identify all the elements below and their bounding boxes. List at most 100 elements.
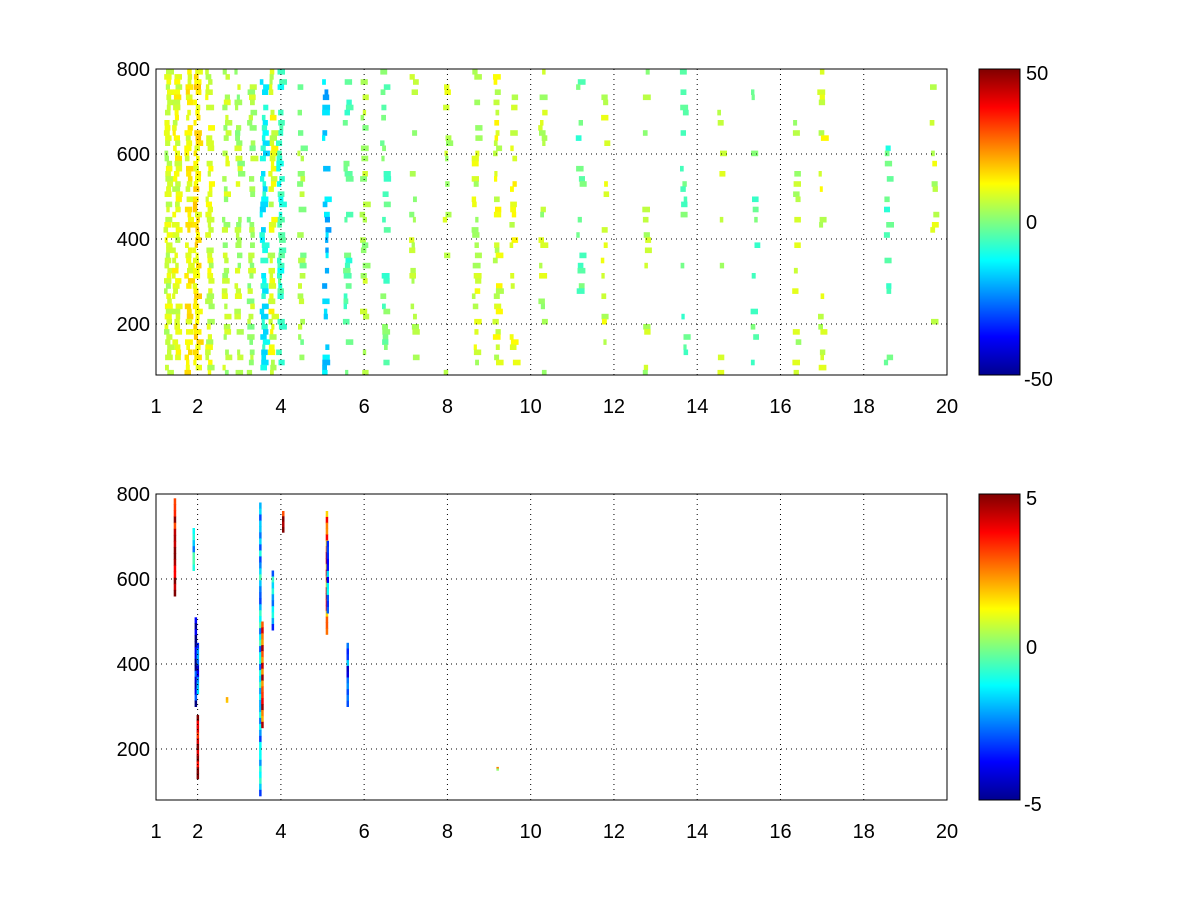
heatmap-cell xyxy=(259,508,262,515)
heatmap-cell xyxy=(323,313,328,320)
heatmap-cell xyxy=(346,642,349,650)
heatmap-cell xyxy=(186,181,193,187)
heatmap-cell xyxy=(383,359,390,366)
heatmap-cell xyxy=(188,349,193,356)
heatmap-cell xyxy=(471,155,479,162)
heatmap-cell xyxy=(247,318,251,325)
heatmap-cell xyxy=(262,186,268,192)
heatmap-cell xyxy=(187,227,191,233)
heatmap-cell xyxy=(167,181,174,187)
heatmap-cell xyxy=(173,565,177,573)
heatmap-cell xyxy=(167,89,175,95)
heatmap-cell xyxy=(509,334,514,340)
heatmap-cell xyxy=(166,318,172,325)
heatmap-cell xyxy=(185,318,193,325)
heatmap-cell xyxy=(409,171,416,177)
heatmap-cell xyxy=(601,227,608,233)
heatmap-cell xyxy=(249,84,257,90)
heatmap-cell xyxy=(222,364,226,371)
heatmap-cell xyxy=(604,181,608,187)
heatmap-cell xyxy=(325,616,329,623)
heatmap-cell xyxy=(282,511,285,517)
heatmap-cell xyxy=(271,313,279,320)
heatmap-cell xyxy=(360,145,369,152)
heatmap-cell xyxy=(604,140,611,146)
heatmap-cell xyxy=(886,288,892,294)
heatmap-cell xyxy=(494,354,500,361)
heatmap-cell xyxy=(279,237,286,243)
heatmap-cell xyxy=(642,94,651,101)
heatmap-cell xyxy=(601,114,609,121)
heatmap-cell xyxy=(511,211,517,218)
heatmap-cell xyxy=(325,237,329,243)
heatmap-cell xyxy=(206,135,213,141)
heatmap-cell xyxy=(268,186,274,192)
heatmap-cell xyxy=(381,155,385,162)
heatmap-cell xyxy=(578,283,585,289)
y-tick-label: 200 xyxy=(117,739,150,761)
heatmap-cell xyxy=(270,165,277,172)
heatmap-cell xyxy=(164,222,172,228)
x-tick-label: 2 xyxy=(192,396,203,418)
heatmap-cell xyxy=(471,293,476,299)
heatmap-cell xyxy=(510,145,514,152)
heatmap-cell xyxy=(235,155,243,162)
heatmap-column xyxy=(192,69,204,371)
heatmap-cell xyxy=(322,354,330,361)
heatmap-cell xyxy=(196,715,200,722)
heatmap-cell xyxy=(234,293,242,299)
heatmap-cell xyxy=(207,318,215,325)
heatmap-cell xyxy=(184,145,192,152)
heatmap-cell xyxy=(472,303,479,310)
heatmap-cell xyxy=(196,642,200,649)
heatmap-cell xyxy=(186,165,194,172)
heatmap-cell xyxy=(363,201,371,208)
heatmap-cell xyxy=(322,364,327,371)
heatmap-cell xyxy=(603,242,608,248)
heatmap-cell xyxy=(206,293,215,299)
heatmap-cell xyxy=(196,755,200,762)
heatmap-cell xyxy=(166,104,171,111)
heatmap-cell xyxy=(538,125,543,131)
heatmap-cell xyxy=(207,222,212,228)
heatmap-cell xyxy=(579,252,587,259)
heatmap-cell xyxy=(346,677,349,684)
heatmap-cell xyxy=(247,288,253,294)
heatmap-cell xyxy=(167,298,172,305)
heatmap-cell xyxy=(164,262,170,269)
heatmap-cell xyxy=(271,576,275,583)
heatmap-cell xyxy=(276,165,281,172)
heatmap-cell xyxy=(471,160,479,167)
heatmap-cell xyxy=(207,273,214,279)
heatmap-cell xyxy=(817,89,826,95)
heatmap-cell xyxy=(493,74,501,80)
heatmap-cell xyxy=(259,682,262,689)
heatmap-cell xyxy=(884,160,893,167)
heatmap-cell xyxy=(269,278,276,284)
heatmap-cell xyxy=(224,369,229,376)
heatmap-column xyxy=(409,74,420,361)
x-tick-label: 18 xyxy=(853,396,875,418)
heatmap-cell xyxy=(539,130,546,136)
heatmap-cell xyxy=(195,237,202,243)
heatmap-cell xyxy=(297,232,304,238)
heatmap-cell xyxy=(579,181,587,187)
heatmap-cell xyxy=(261,674,264,681)
heatmap-cell xyxy=(930,84,937,90)
heatmap-cell xyxy=(261,645,264,652)
heatmap-cell xyxy=(205,94,209,101)
heatmap-cell xyxy=(263,104,269,111)
bottom-x-tick-labels: 1 2 4 6 8 10 12 14 16 18 20 xyxy=(150,821,958,843)
heatmap-cell xyxy=(932,186,938,192)
heatmap-cell xyxy=(196,665,200,672)
heatmap-cell xyxy=(750,359,755,366)
heatmap-cell xyxy=(237,160,245,167)
heatmap-cell xyxy=(206,140,214,146)
heatmap-cell xyxy=(644,247,652,254)
heatmap-cell xyxy=(165,171,171,177)
top-colorbar-gradient xyxy=(978,68,1021,376)
heatmap-cell xyxy=(383,171,391,177)
heatmap-cell xyxy=(193,186,200,192)
heatmap-cell xyxy=(164,191,172,197)
heatmap-cell xyxy=(269,257,273,264)
